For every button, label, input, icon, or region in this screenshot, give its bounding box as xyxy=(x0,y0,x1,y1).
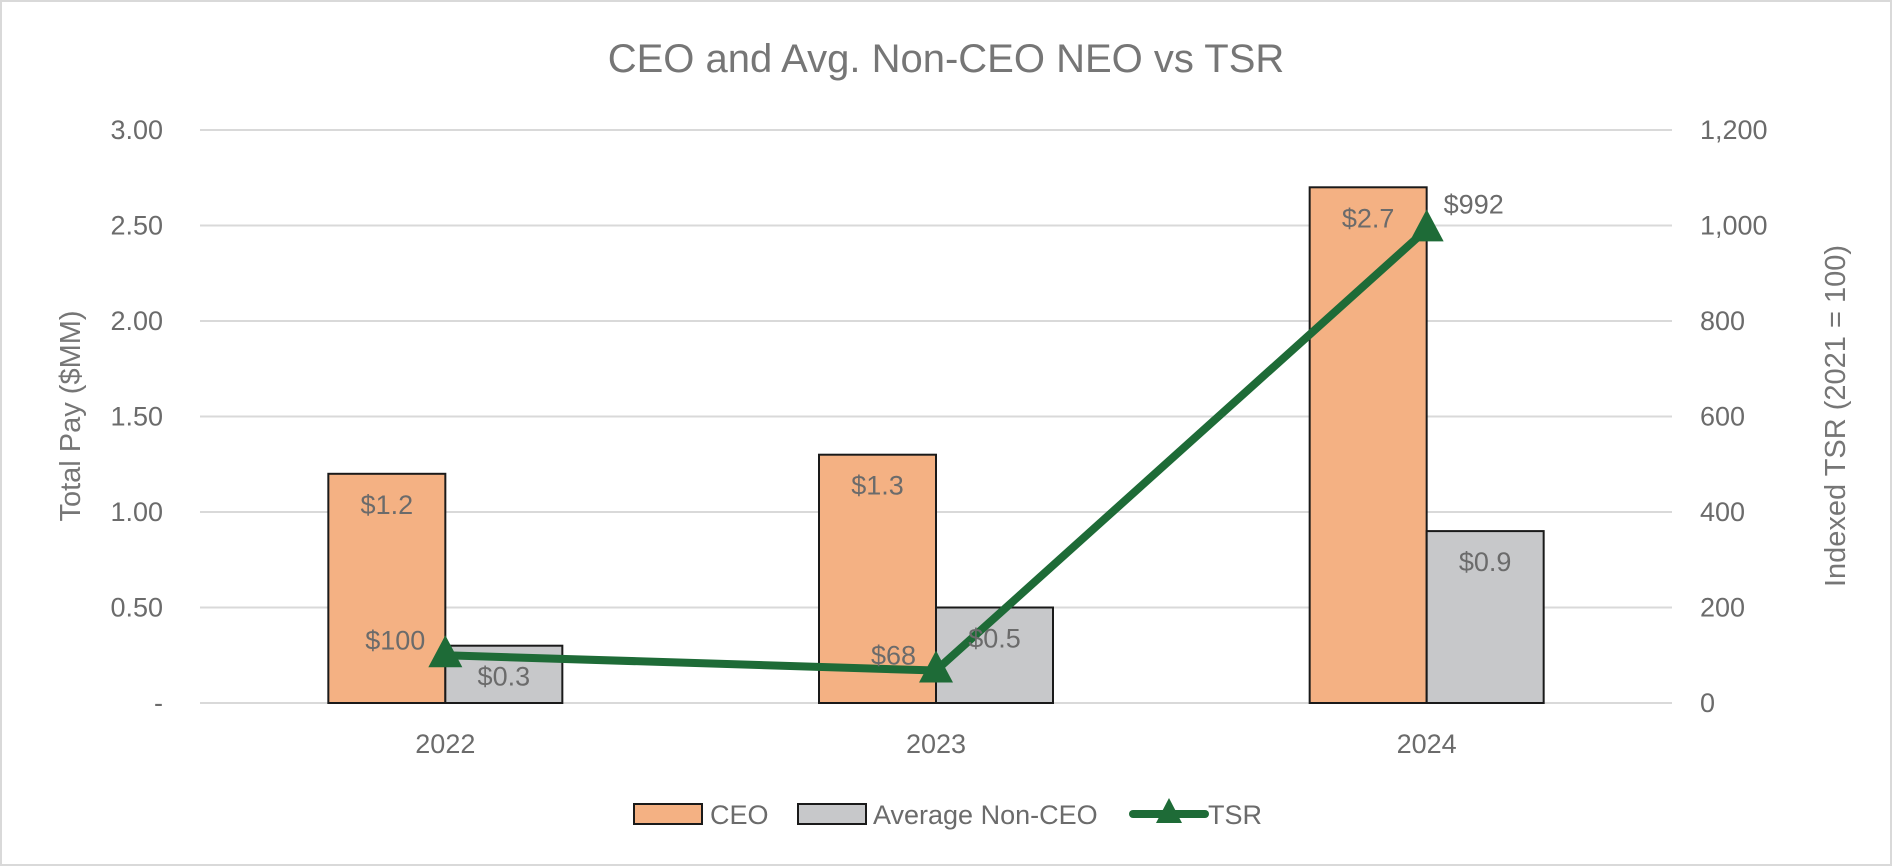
bar-data-label: $0.9 xyxy=(1459,547,1512,577)
x-tick-label: 2023 xyxy=(906,729,966,759)
axis-ticks: - 0 0.50 200 1.00 400 1.50 600 2.00 800 2.50 1,000 3… xyxy=(110,115,1767,759)
x-tick-label: 2022 xyxy=(415,729,475,759)
tsr-data-label: $100 xyxy=(365,625,425,655)
legend-label-tsr: TSR xyxy=(1208,800,1262,830)
legend-swatch-ceo xyxy=(633,803,703,825)
bar-data-label: $1.3 xyxy=(851,471,904,501)
tsr-marker xyxy=(1409,209,1444,242)
bar-layer xyxy=(327,186,1545,705)
left-tick-label: 1.50 xyxy=(110,402,163,432)
legend: CEO Average Non-CEO TSR xyxy=(633,798,1262,830)
right-tick-label: 800 xyxy=(1700,306,1745,336)
tsr-data-label: $68 xyxy=(871,641,916,671)
tsr-marker xyxy=(428,635,463,668)
bar-average-non-ceo xyxy=(1425,530,1545,704)
bar-data-label: $0.5 xyxy=(968,624,1021,654)
tsr-data-label: $992 xyxy=(1444,189,1504,219)
right-tick-label: 0 xyxy=(1700,688,1715,718)
legend-label-ceo: CEO xyxy=(710,800,769,830)
bar-data-label: $2.7 xyxy=(1342,203,1395,233)
right-tick-label: 400 xyxy=(1700,497,1745,527)
right-tick-label: 600 xyxy=(1700,402,1745,432)
tsr-marker xyxy=(919,650,953,683)
data-label-layer: $1.2 $1.3 $2.7 $0.3 $0.5 $0.9 $100 $68 $992 xyxy=(361,189,1512,691)
bar-ceo xyxy=(1308,186,1428,705)
right-axis-title: Indexed TSR (2021 = 100) xyxy=(1820,245,1852,587)
bar-ceo xyxy=(818,453,937,705)
left-tick-label: 2.00 xyxy=(110,306,163,336)
bar-data-label: $1.2 xyxy=(361,490,414,520)
left-tick-label: 0.50 xyxy=(110,593,163,623)
left-tick-label: 2.50 xyxy=(110,211,163,241)
tsr-line-layer xyxy=(428,209,1444,683)
right-tick-label: 1,000 xyxy=(1700,211,1768,241)
left-tick-label: - xyxy=(154,688,163,718)
legend-label-average-non-ceo: Average Non-CEO xyxy=(873,800,1098,830)
right-tick-label: 200 xyxy=(1700,593,1745,623)
bar-ceo xyxy=(327,472,447,704)
left-axis-title: Total Pay ($MM) xyxy=(55,310,87,521)
x-tick-label: 2024 xyxy=(1397,729,1457,759)
legend-marker-tsr xyxy=(1156,798,1182,823)
right-tick-label: 1,200 xyxy=(1700,115,1768,145)
left-tick-label: 1.00 xyxy=(110,497,163,527)
left-tick-label: 3.00 xyxy=(110,115,163,145)
bar-data-label: $0.3 xyxy=(478,662,531,692)
chart-title: CEO and Avg. Non-CEO NEO vs TSR xyxy=(608,37,1285,81)
legend-swatch-average-non-ceo xyxy=(797,803,867,825)
